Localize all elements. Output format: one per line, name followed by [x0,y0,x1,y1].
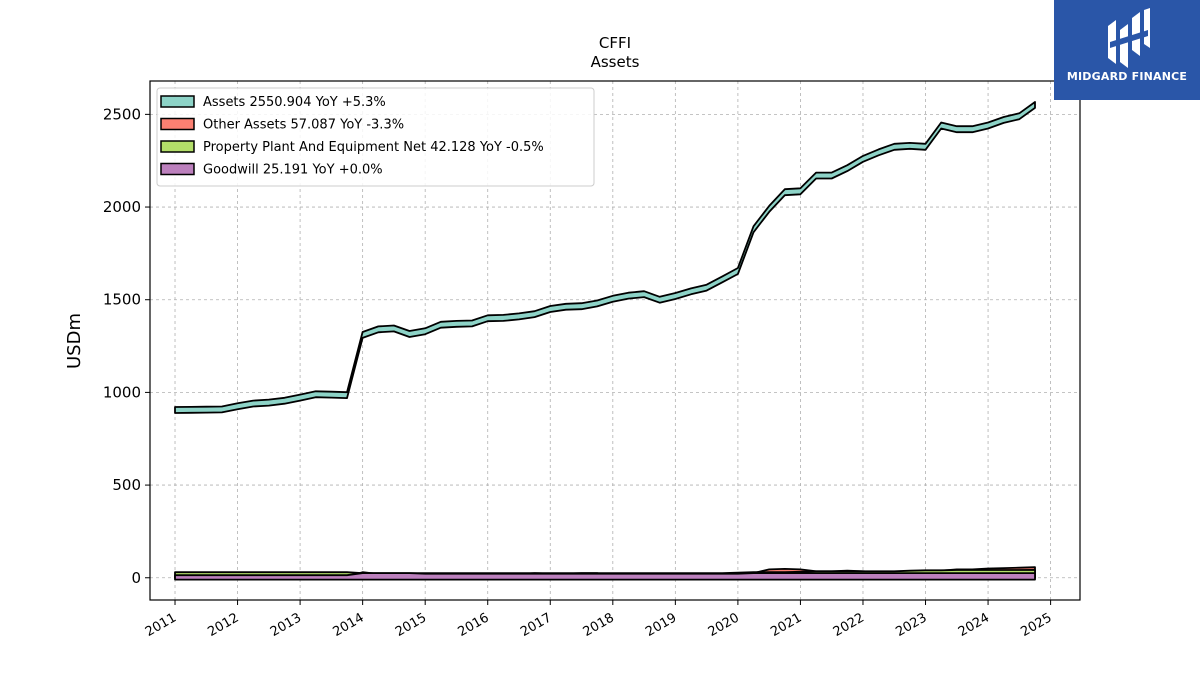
legend-label: Assets 2550.904 YoY +5.3% [203,95,386,110]
chart-title: CFFI [599,34,631,52]
legend-swatch [160,162,195,176]
y-axis-label: USDm [64,313,85,369]
x-tick-label: 2022 [831,610,867,640]
y-tick-label: 500 [112,476,141,494]
x-tick-label: 2017 [518,610,554,640]
x-tick-label: 2021 [768,610,804,640]
y-tick-label: 2500 [103,105,141,123]
y-tick-label: 1000 [103,383,141,401]
stacked-areas [174,101,1036,581]
x-tick-label: 2013 [268,610,304,640]
series-area-goodwill [174,572,1036,581]
x-tick-label: 2019 [643,610,679,640]
y-tick-label: 0 [131,569,141,587]
series-area-assets [174,101,1036,414]
x-tick-label: 2015 [393,610,429,640]
y-tick-label: 1500 [103,291,141,309]
x-tick-label: 2024 [956,610,992,640]
legend-swatch [160,95,195,108]
brand-logo: MIDGARD FINANCE [1054,0,1200,100]
x-tick-label: 2014 [330,610,366,640]
legend-swatch [160,117,195,131]
y-tick-label: 2000 [103,198,141,216]
legend: Assets 2550.904 YoY +5.3% Other Assets 57… [156,87,595,187]
logo-mark-icon [1108,8,1150,68]
x-tick-label: 2025 [1018,610,1054,640]
x-tick-label: 2011 [143,610,179,640]
y-axis-ticks: 0 500 1000 1500 2000 2500 [103,105,150,587]
legend-box [156,87,595,187]
x-tick-label: 2020 [706,610,742,640]
x-tick-label: 2023 [893,610,929,640]
legend-label: Goodwill 25.191 YoY +0.0% [203,163,383,178]
x-tick-label: 2012 [205,610,241,640]
legend-label: Other Assets 57.087 YoY -3.3% [203,118,404,133]
x-axis-ticks: 2011 2012 2013 2014 2015 2016 2017 2018 2019 2020… [143,600,1055,640]
legend-swatch [160,140,195,153]
legend-label: Property Plant And Equipment Net 42.128 … [203,140,544,155]
x-tick-label: 2016 [456,610,492,640]
brand-name: MIDGARD FINANCE [1066,70,1188,83]
x-tick-label: 2018 [581,610,617,640]
plot-frame [149,80,1081,601]
chart-subtitle: Assets [591,53,640,71]
